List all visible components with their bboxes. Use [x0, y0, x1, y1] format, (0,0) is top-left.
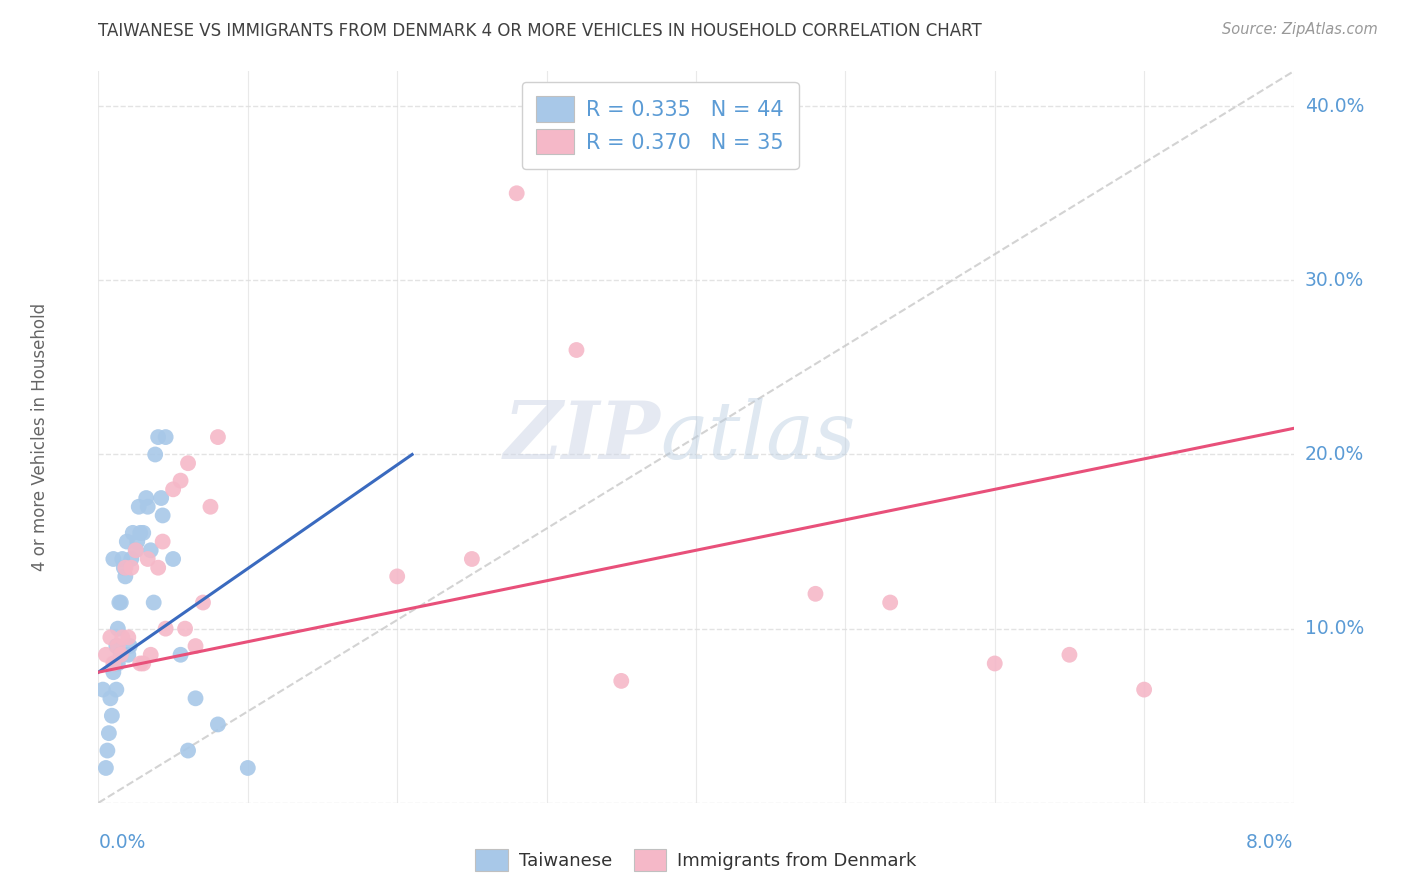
Point — [120, 560, 142, 574]
Point — [110, 648, 132, 662]
Point — [461, 552, 484, 566]
Point — [162, 483, 184, 497]
Point — [155, 430, 177, 444]
Text: 30.0%: 30.0% — [1305, 271, 1364, 290]
Point — [104, 657, 127, 671]
Point — [804, 587, 827, 601]
Point — [115, 534, 138, 549]
Text: 40.0%: 40.0% — [1305, 96, 1364, 116]
Point — [139, 648, 162, 662]
Point — [155, 622, 177, 636]
Point — [148, 560, 170, 574]
Point — [207, 430, 229, 444]
Point — [184, 639, 207, 653]
Text: 4 or more Vehicles in Household: 4 or more Vehicles in Household — [31, 303, 49, 571]
Point — [125, 543, 148, 558]
Point — [565, 343, 588, 357]
Point — [150, 491, 173, 505]
Text: 20.0%: 20.0% — [1305, 445, 1364, 464]
Point — [385, 569, 409, 583]
Point — [136, 552, 159, 566]
Point — [118, 639, 141, 653]
Point — [132, 657, 155, 671]
Point — [127, 534, 149, 549]
Point — [1059, 648, 1081, 662]
Point — [96, 743, 118, 757]
Point — [125, 543, 148, 558]
Point — [139, 543, 162, 558]
Point — [136, 500, 159, 514]
Point — [506, 186, 529, 201]
Text: 10.0%: 10.0% — [1305, 619, 1364, 638]
Point — [1133, 682, 1156, 697]
Point — [169, 474, 191, 488]
Point — [94, 648, 117, 662]
Point — [103, 552, 125, 566]
Point — [132, 525, 155, 540]
Point — [112, 560, 135, 574]
Point — [111, 631, 134, 645]
Point — [110, 595, 132, 609]
Point — [103, 665, 125, 680]
Point — [111, 552, 134, 566]
Point — [105, 639, 128, 653]
Text: 0.0%: 0.0% — [98, 833, 146, 853]
Point — [101, 708, 124, 723]
Point — [91, 682, 114, 697]
Point — [94, 761, 117, 775]
Point — [117, 631, 139, 645]
Point — [103, 657, 125, 671]
Point — [200, 500, 222, 514]
Point — [152, 508, 174, 523]
Point — [97, 726, 120, 740]
Point — [114, 560, 136, 574]
Point — [107, 657, 129, 671]
Point — [177, 743, 200, 757]
Point — [129, 657, 152, 671]
Point — [207, 717, 229, 731]
Text: 8.0%: 8.0% — [1246, 833, 1294, 853]
Point — [107, 639, 129, 653]
Point — [236, 761, 259, 775]
Point — [117, 648, 139, 662]
Point — [98, 691, 122, 706]
Point — [98, 631, 122, 645]
Point — [120, 552, 142, 566]
Point — [610, 673, 633, 688]
Point — [143, 448, 166, 462]
Point — [162, 552, 184, 566]
Text: Source: ZipAtlas.com: Source: ZipAtlas.com — [1222, 22, 1378, 37]
Point — [142, 595, 165, 609]
Text: ZIP: ZIP — [503, 399, 661, 475]
Point — [184, 691, 207, 706]
Legend: Taiwanese, Immigrants from Denmark: Taiwanese, Immigrants from Denmark — [468, 841, 924, 878]
Point — [152, 534, 174, 549]
Point — [177, 456, 200, 470]
Point — [169, 648, 191, 662]
Text: atlas: atlas — [661, 399, 855, 475]
Point — [879, 595, 901, 609]
Point — [148, 430, 170, 444]
Point — [121, 525, 143, 540]
Point — [114, 569, 136, 583]
Point — [129, 525, 152, 540]
Point — [107, 622, 129, 636]
Point — [110, 648, 132, 662]
Point — [105, 682, 128, 697]
Point — [108, 595, 131, 609]
Point — [983, 657, 1005, 671]
Text: TAIWANESE VS IMMIGRANTS FROM DENMARK 4 OR MORE VEHICLES IN HOUSEHOLD CORRELATION: TAIWANESE VS IMMIGRANTS FROM DENMARK 4 O… — [98, 22, 983, 40]
Point — [128, 500, 150, 514]
Point — [191, 595, 214, 609]
Point — [174, 622, 197, 636]
Point — [135, 491, 157, 505]
